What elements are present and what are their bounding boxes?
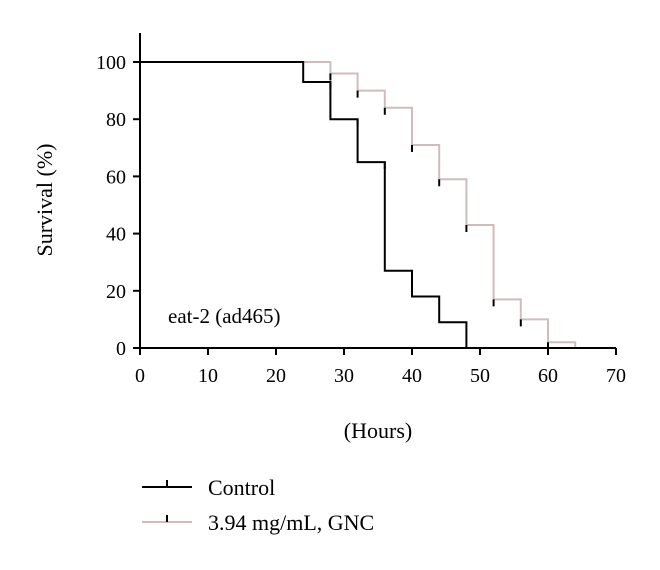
- plot-area: [140, 61, 577, 350]
- x-tick-label: 40: [402, 365, 422, 387]
- x-axis-label: (Hours): [344, 418, 412, 443]
- strain-annotation: eat-2 (ad465): [168, 304, 281, 328]
- legend-item-gnc[interactable]: 3.94 mg/mL, GNC: [142, 510, 374, 535]
- x-tick-label: 30: [334, 365, 354, 387]
- y-tick-label: 60: [106, 166, 126, 188]
- x-tick-label: 10: [198, 365, 218, 387]
- x-tick-label: 50: [470, 365, 490, 387]
- y-tick-label: 100: [96, 52, 126, 74]
- legend-item-control[interactable]: Control: [142, 475, 275, 500]
- x-tick-label: 70: [606, 365, 626, 387]
- legend-label-control: Control: [208, 475, 275, 500]
- y-tick-label: 40: [106, 224, 126, 246]
- x-tick-label: 0: [135, 365, 145, 387]
- legend: Control 3.94 mg/mL, GNC: [142, 475, 374, 535]
- y-tick-label: 20: [106, 281, 126, 303]
- y-tick-label: 80: [106, 109, 126, 131]
- y-axis-label: Survival (%): [32, 143, 57, 256]
- x-tick-label: 60: [538, 365, 558, 387]
- x-tick-label: 20: [266, 365, 286, 387]
- y-tick-label: 0: [116, 338, 126, 360]
- axis-ticks: 0 10 20 30 40 50 60 70 0 20 40 60 80 100: [96, 52, 626, 387]
- legend-label-gnc: 3.94 mg/mL, GNC: [208, 510, 374, 535]
